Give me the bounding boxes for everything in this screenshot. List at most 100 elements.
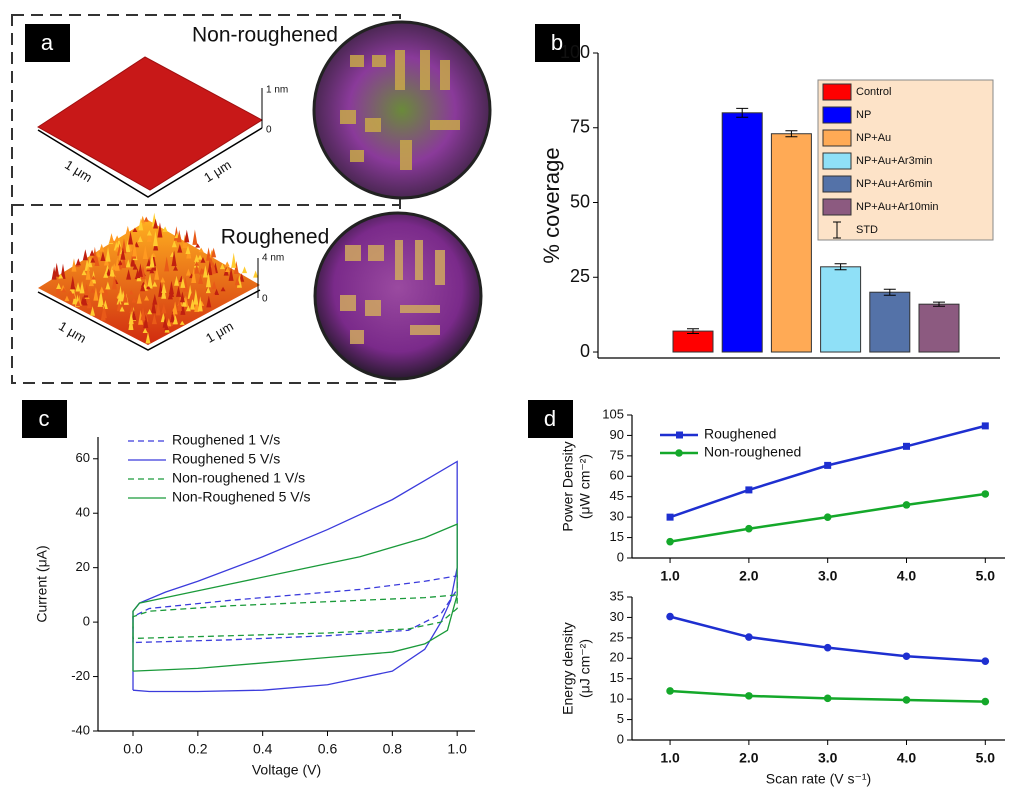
y-tick-label: 25 <box>610 629 624 644</box>
y-tick-label: 0 <box>580 341 590 361</box>
surface-spike <box>173 265 179 271</box>
surface-spike <box>162 316 168 328</box>
surface-spike <box>105 281 111 290</box>
y-tick-label: 75 <box>570 117 590 137</box>
y-tick-label: 40 <box>76 505 90 520</box>
surface-axis <box>37 289 261 351</box>
legend-swatch <box>822 129 852 147</box>
surface-spike <box>51 266 57 280</box>
y-tick-label: 60 <box>610 468 624 483</box>
xy-label: 1 μm <box>203 318 236 346</box>
surface-spike <box>192 229 198 245</box>
surface-spike <box>131 296 137 303</box>
surface-spike <box>75 258 81 266</box>
surface-spike <box>214 288 220 295</box>
y-tick-label: 30 <box>610 509 624 524</box>
surface-spikes <box>51 212 259 344</box>
y-tick-label: 100 <box>560 42 590 62</box>
y-tick-label: 10 <box>610 691 624 706</box>
surface-spike <box>200 257 206 263</box>
surface-spike <box>94 255 100 267</box>
surface-spike <box>172 301 178 315</box>
xy-label: 1 μm <box>56 318 89 346</box>
surface-spike <box>132 240 138 257</box>
marker <box>666 687 674 695</box>
surface-spike <box>84 283 90 296</box>
surface-spike <box>90 306 96 316</box>
surface-spike <box>164 256 170 272</box>
y-axis-label: Power Density <box>560 441 576 531</box>
y-tick-label: 90 <box>610 427 624 442</box>
surface-spike <box>205 271 211 288</box>
legend-swatch <box>822 152 852 170</box>
surface-spike <box>157 222 163 238</box>
x-tick-label: 2.0 <box>739 568 759 584</box>
y-axis-label: (μJ cm⁻²) <box>577 639 593 698</box>
surface-spike <box>138 309 144 325</box>
legend-label: Control <box>856 86 891 98</box>
surface-spike <box>54 262 60 277</box>
surface-spike <box>106 268 112 276</box>
surface-spike <box>68 289 74 296</box>
surface-spike <box>79 281 85 294</box>
marker <box>745 633 753 641</box>
surface-spike <box>143 216 149 222</box>
legend-label: NP+Au <box>856 132 891 144</box>
surface-spike <box>111 263 117 270</box>
surface-spike <box>89 249 95 256</box>
surface-spike <box>88 277 94 287</box>
y-tick-label: 0 <box>617 731 624 746</box>
surface-spike <box>169 310 175 323</box>
surface-spike <box>191 267 197 283</box>
x-tick-label: 5.0 <box>976 568 996 584</box>
surface-spike <box>70 275 76 290</box>
x-tick-label: 0.8 <box>383 741 403 757</box>
y-tick-label: 15 <box>610 670 624 685</box>
surface-spike <box>152 281 158 287</box>
x-tick-label: 1.0 <box>660 568 680 584</box>
surface-spike <box>128 289 134 295</box>
surface-spike <box>211 280 217 290</box>
surface-spike <box>99 243 105 252</box>
wafer-photo <box>313 211 483 381</box>
legend-label: NP+Au+Ar6min <box>856 178 932 190</box>
y-tick-label: 20 <box>610 650 624 665</box>
surface-spike <box>90 288 96 293</box>
x-tick-label: 1.0 <box>447 741 467 757</box>
surface-spike <box>61 287 67 293</box>
surface-spike <box>152 293 158 305</box>
panel-label-box <box>25 24 70 62</box>
surface-spike <box>172 314 178 325</box>
bar <box>672 330 714 353</box>
surface-spike <box>190 297 196 310</box>
error-bar <box>883 288 896 296</box>
surface-spike <box>135 268 141 279</box>
surface-spike <box>85 265 91 280</box>
legend-label: Non-roughened <box>704 444 801 460</box>
x-tick-label: 0.2 <box>188 741 208 757</box>
surface-spike <box>126 269 132 280</box>
surface-spike <box>168 280 174 295</box>
surface-spike <box>174 275 180 286</box>
x-tick-label: 5.0 <box>976 750 996 766</box>
surface-spike <box>198 274 204 285</box>
y-tick-label: 25 <box>570 266 590 286</box>
surface-spike <box>137 263 143 277</box>
y-axis-label: Current (μA) <box>34 545 50 622</box>
surface-spike <box>87 257 93 268</box>
surface-spike <box>82 249 88 261</box>
surface-title: Non-roughened <box>192 24 338 47</box>
z-label: 0 <box>266 125 272 136</box>
y-tick-label: 0 <box>617 549 624 564</box>
legend-swatch <box>822 83 852 101</box>
surface-spike <box>219 263 225 270</box>
surface-spike <box>125 259 131 268</box>
marker <box>745 524 753 533</box>
legend-label: Non-roughened 1 V/s <box>172 470 305 486</box>
surface-spike <box>114 257 120 271</box>
surface-spike <box>71 258 77 272</box>
y-tick-label: 0 <box>83 614 90 629</box>
surface-spike <box>161 282 167 293</box>
marker <box>824 461 832 469</box>
